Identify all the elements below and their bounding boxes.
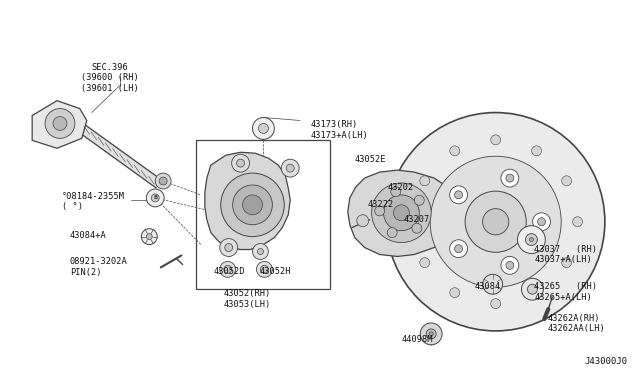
Text: 43262A(RH)
43262AA(LH): 43262A(RH) 43262AA(LH) (547, 314, 605, 333)
Text: 43222: 43222 (367, 200, 394, 209)
Circle shape (532, 146, 541, 156)
Circle shape (286, 164, 294, 172)
Circle shape (356, 215, 369, 227)
Circle shape (225, 244, 233, 251)
Circle shape (394, 205, 410, 221)
Circle shape (387, 228, 397, 238)
Text: 08921-3202A
PIN(2): 08921-3202A PIN(2) (70, 257, 127, 277)
Circle shape (538, 218, 545, 226)
Circle shape (233, 185, 273, 225)
Circle shape (506, 174, 514, 182)
Circle shape (141, 229, 157, 244)
Circle shape (518, 226, 545, 253)
Circle shape (529, 238, 533, 241)
Circle shape (532, 213, 550, 231)
Circle shape (224, 265, 232, 273)
Circle shape (383, 195, 419, 231)
Circle shape (465, 191, 526, 252)
Circle shape (156, 173, 171, 189)
Circle shape (372, 183, 431, 243)
Circle shape (450, 146, 460, 156)
Text: 43052E: 43052E (355, 155, 386, 164)
Circle shape (260, 265, 268, 273)
Text: 43202: 43202 (387, 183, 413, 192)
Circle shape (412, 223, 422, 233)
Text: 43052(RH)
43053(LH): 43052(RH) 43053(LH) (224, 289, 271, 309)
Polygon shape (205, 152, 290, 250)
Bar (196, 140, 330, 289)
Circle shape (420, 176, 429, 186)
Circle shape (237, 159, 244, 167)
Circle shape (45, 109, 75, 138)
Circle shape (454, 191, 463, 199)
Text: B: B (153, 195, 157, 201)
Text: 43052D: 43052D (214, 267, 245, 276)
Circle shape (257, 262, 273, 277)
Circle shape (253, 244, 268, 259)
Circle shape (532, 288, 541, 298)
Circle shape (147, 189, 164, 207)
Text: 43207: 43207 (403, 215, 429, 224)
Circle shape (450, 240, 467, 258)
Circle shape (525, 234, 538, 246)
Circle shape (450, 186, 467, 204)
Circle shape (491, 135, 500, 145)
Text: 43173(RH)
43173+A(LH): 43173(RH) 43173+A(LH) (310, 121, 368, 140)
Text: 44098M: 44098M (401, 335, 433, 344)
Circle shape (414, 195, 424, 205)
Circle shape (282, 159, 299, 177)
Polygon shape (348, 170, 459, 256)
Circle shape (450, 288, 460, 298)
Circle shape (391, 187, 401, 197)
Text: 43265   (RH)
43265+A(LH): 43265 (RH) 43265+A(LH) (534, 282, 597, 302)
Circle shape (454, 245, 463, 253)
Text: SEC.396
(39600 (RH)
(39601 (LH): SEC.396 (39600 (RH) (39601 (LH) (81, 63, 138, 93)
Circle shape (374, 206, 385, 216)
Circle shape (151, 194, 159, 202)
Circle shape (243, 195, 262, 215)
Circle shape (562, 258, 572, 267)
Circle shape (573, 217, 582, 227)
Polygon shape (32, 101, 87, 148)
Text: °08184-2355M
( °): °08184-2355M ( °) (62, 192, 125, 211)
Circle shape (387, 113, 605, 331)
Text: 43084+A: 43084+A (70, 231, 107, 240)
Circle shape (527, 284, 538, 294)
Text: 43084: 43084 (475, 282, 501, 291)
Circle shape (259, 124, 268, 134)
Circle shape (147, 234, 152, 240)
Circle shape (257, 248, 264, 254)
Circle shape (429, 332, 433, 336)
Circle shape (491, 299, 500, 309)
Circle shape (420, 323, 442, 345)
Circle shape (409, 217, 419, 227)
Circle shape (522, 278, 543, 300)
Circle shape (420, 258, 429, 267)
Circle shape (506, 262, 514, 269)
Polygon shape (82, 122, 156, 188)
Circle shape (253, 118, 275, 140)
Circle shape (430, 156, 561, 287)
Circle shape (483, 274, 502, 294)
Circle shape (483, 209, 509, 235)
Circle shape (159, 177, 167, 185)
Circle shape (501, 256, 519, 274)
Circle shape (426, 329, 436, 339)
Text: J43000J0: J43000J0 (585, 357, 628, 366)
Circle shape (562, 176, 572, 186)
Circle shape (220, 262, 236, 277)
Text: 43052H: 43052H (259, 267, 291, 276)
Circle shape (221, 173, 284, 237)
Circle shape (501, 169, 519, 187)
Circle shape (53, 116, 67, 131)
Text: 43037   (RH)
43037+A(LH): 43037 (RH) 43037+A(LH) (534, 244, 597, 264)
Circle shape (220, 238, 237, 256)
Circle shape (232, 154, 250, 172)
